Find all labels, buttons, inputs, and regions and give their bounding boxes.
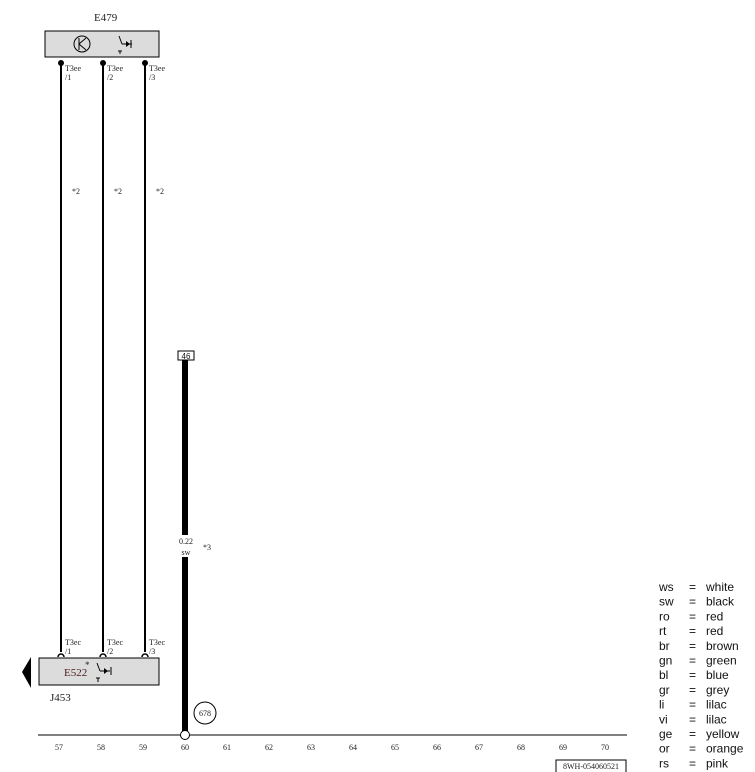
wire-note: *2 xyxy=(156,187,164,196)
top-pin-number: /1 xyxy=(65,73,71,82)
legend-equals: = xyxy=(689,624,696,638)
top-pin-label: T3ee xyxy=(107,64,123,73)
column-number: 59 xyxy=(139,743,147,752)
ground-point-circle xyxy=(193,701,217,725)
legend-code: rs xyxy=(659,756,669,770)
legend-color-name: lilac xyxy=(706,698,727,712)
legend-code: or xyxy=(659,742,670,756)
legend-equals: = xyxy=(689,683,696,697)
legend-equals: = xyxy=(689,668,696,682)
wire-note: *3 xyxy=(203,543,211,552)
wire-ref-box xyxy=(177,350,195,361)
bottom-pin-label: T3ec xyxy=(65,638,81,647)
legend-color-name: grey xyxy=(706,683,729,697)
switch-diode-icon xyxy=(96,662,112,682)
legend-equals: = xyxy=(689,742,696,756)
legend-color-name: red xyxy=(706,624,723,638)
legend-color-name: brown xyxy=(706,639,739,653)
legend-code: ro xyxy=(659,609,670,623)
doc-number: 8WH-054060521 xyxy=(563,762,619,771)
column-number: 68 xyxy=(517,743,525,752)
top-pin-number: /2 xyxy=(107,73,113,82)
legend-code: vi xyxy=(659,712,668,726)
legend-color-name: black xyxy=(706,595,735,609)
connector-icon xyxy=(99,653,107,658)
legend-equals: = xyxy=(689,654,696,668)
legend-equals: = xyxy=(689,580,696,594)
ground-junction xyxy=(180,730,190,740)
column-number: 66 xyxy=(433,743,441,752)
color-legend: ws = white sw = black ro = red rt = red br = brown gn = g… xyxy=(658,580,744,770)
legend-code: gn xyxy=(659,654,672,668)
legend-code: gr xyxy=(659,683,670,697)
column-number: 65 xyxy=(391,743,399,752)
connector-icon xyxy=(57,653,65,658)
bottom-pin-number: /1 xyxy=(65,647,71,656)
component-e479[interactable] xyxy=(44,30,160,58)
legend-code: li xyxy=(659,698,664,712)
legend-color-name: pink xyxy=(706,756,729,770)
wire-ref-label: 46 xyxy=(182,352,191,361)
pin-dot xyxy=(142,60,148,66)
legend-code: ge xyxy=(659,727,673,741)
column-number: 63 xyxy=(307,743,315,752)
legend-color-name: green xyxy=(706,654,737,668)
column-number: 62 xyxy=(265,743,273,752)
connector-icon xyxy=(141,653,149,658)
legend-equals: = xyxy=(689,595,696,609)
legend-equals: = xyxy=(689,698,696,712)
wire-size: 0.22 xyxy=(179,537,193,546)
column-number: 64 xyxy=(349,743,357,752)
legend-equals: = xyxy=(689,756,696,770)
top-pin-label: T3ee xyxy=(149,64,165,73)
legend-equals: = xyxy=(689,639,696,653)
column-number: 70 xyxy=(601,743,609,752)
component-label-e479: E479 xyxy=(94,12,118,24)
parent-label-j453: J453 xyxy=(50,692,71,704)
bottom-pin-label: T3ec xyxy=(149,638,165,647)
wire-note: *2 xyxy=(114,187,122,196)
transistor-icon xyxy=(73,35,91,53)
legend-code: bl xyxy=(659,668,668,682)
legend-color-name: white xyxy=(705,580,734,594)
column-number: 60 xyxy=(181,743,189,752)
wire-color: sw xyxy=(182,548,191,557)
component-e522[interactable] xyxy=(38,657,160,686)
bottom-pin-number: /3 xyxy=(149,647,155,656)
switch-diode-icon xyxy=(118,35,132,54)
bottom-pin-label: T3ec xyxy=(107,638,123,647)
wire-note: *2 xyxy=(72,187,80,196)
continuation-arrow-icon[interactable] xyxy=(22,657,31,688)
legend-color-name: orange xyxy=(706,742,744,756)
legend-code: rt xyxy=(659,624,667,638)
legend-equals: = xyxy=(689,609,696,623)
legend-color-name: red xyxy=(706,609,723,623)
ground-point-label: 678 xyxy=(199,709,211,718)
pin-dot xyxy=(58,60,64,66)
legend-code: sw xyxy=(659,595,674,609)
column-number: 61 xyxy=(223,743,231,752)
legend-code: br xyxy=(659,639,670,653)
legend-equals: = xyxy=(689,727,696,741)
bottom-pin-number: /2 xyxy=(107,647,113,656)
column-number: 58 xyxy=(97,743,105,752)
column-number: 57 xyxy=(55,743,63,752)
top-pin-number: /3 xyxy=(149,73,155,82)
legend-code: ws xyxy=(658,580,674,594)
component-marker: * xyxy=(85,660,90,670)
column-number: 69 xyxy=(559,743,567,752)
pin-dot xyxy=(100,60,106,66)
column-number: 67 xyxy=(475,743,483,752)
component-label-e522: E522 xyxy=(64,667,87,679)
doc-number-box xyxy=(555,759,627,772)
legend-color-name: blue xyxy=(706,668,729,682)
legend-color-name: yellow xyxy=(706,727,740,741)
top-pin-label: T3ee xyxy=(65,64,81,73)
legend-equals: = xyxy=(689,712,696,726)
legend-color-name: lilac xyxy=(706,712,727,726)
